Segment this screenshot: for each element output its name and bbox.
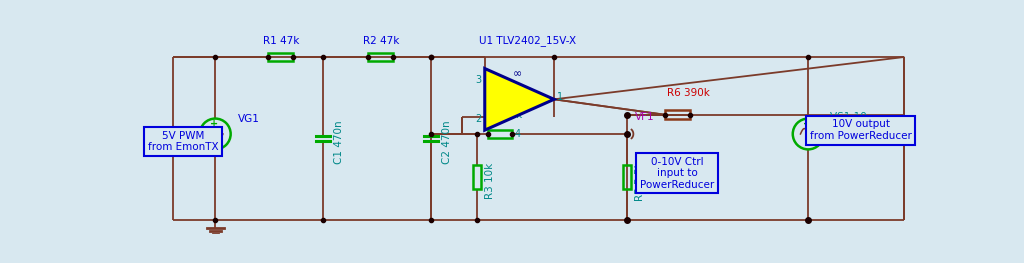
Text: -: - bbox=[500, 106, 506, 120]
Text: 1: 1 bbox=[557, 92, 563, 102]
Text: 2: 2 bbox=[475, 114, 481, 124]
Text: VG1: VG1 bbox=[239, 114, 260, 124]
Bar bbox=[623, 165, 632, 189]
Text: R1 47k: R1 47k bbox=[262, 36, 299, 46]
Text: 3: 3 bbox=[475, 75, 481, 85]
Text: 0-10V Ctrl
input to
PowerReducer: 0-10V Ctrl input to PowerReducer bbox=[640, 157, 715, 190]
Text: R2 47k: R2 47k bbox=[362, 36, 399, 46]
Text: VF1: VF1 bbox=[635, 112, 654, 122]
Text: ∞: ∞ bbox=[513, 70, 522, 80]
Bar bbox=[487, 130, 512, 138]
Text: C1 470n: C1 470n bbox=[334, 121, 344, 164]
Text: R3 10k: R3 10k bbox=[484, 163, 495, 199]
Text: +: + bbox=[210, 119, 218, 129]
Bar bbox=[665, 110, 689, 119]
Text: 10V output
from PowerReducer: 10V output from PowerReducer bbox=[810, 119, 911, 141]
Text: U1 TLV2402_15V-X: U1 TLV2402_15V-X bbox=[478, 35, 575, 46]
Bar bbox=[268, 53, 293, 61]
Text: +: + bbox=[498, 79, 508, 92]
Text: VS1 10: VS1 10 bbox=[829, 112, 866, 122]
Polygon shape bbox=[484, 69, 554, 130]
Text: 5V PWM
from EmonTX: 5V PWM from EmonTX bbox=[147, 131, 218, 153]
Text: +: + bbox=[803, 119, 811, 129]
Text: C2 470n: C2 470n bbox=[441, 121, 452, 164]
Bar bbox=[473, 165, 481, 189]
Bar bbox=[369, 53, 393, 61]
Text: R6 390k: R6 390k bbox=[668, 88, 711, 98]
Text: R4 10k: R4 10k bbox=[485, 110, 522, 120]
Text: 4: 4 bbox=[515, 129, 521, 139]
Text: R5 5.5k: R5 5.5k bbox=[635, 161, 645, 201]
